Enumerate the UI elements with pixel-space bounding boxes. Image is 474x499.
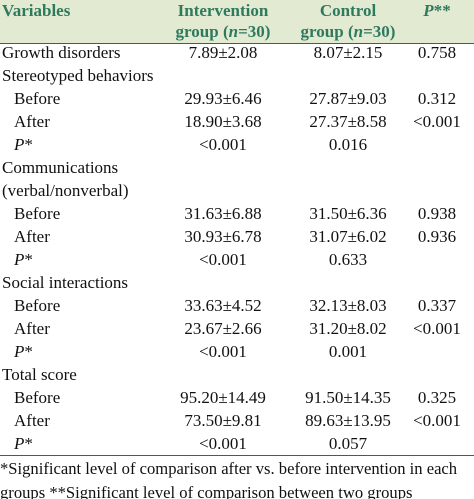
text-run: P bbox=[14, 342, 25, 361]
row-label: P* bbox=[14, 340, 174, 363]
value-cell: 27.87±9.03 bbox=[309, 89, 387, 108]
value-cell: 0.938 bbox=[417, 204, 457, 223]
row-label: Social interactions bbox=[2, 273, 129, 292]
text-run: * bbox=[24, 135, 33, 154]
value-cell: <0.001 bbox=[413, 411, 461, 430]
text-run: group ( bbox=[175, 22, 229, 41]
text-run: ** bbox=[433, 1, 451, 20]
value-cell: 31.50±6.36 bbox=[309, 204, 387, 223]
text-run: P bbox=[423, 1, 434, 20]
value-cell: 0.001 bbox=[328, 342, 368, 361]
header-cell: Variables bbox=[2, 0, 70, 21]
row-label: Before bbox=[14, 388, 61, 407]
text-run: n bbox=[353, 22, 364, 41]
row-label: After bbox=[14, 112, 50, 131]
text-run: * bbox=[24, 250, 33, 269]
value-cell: <0.001 bbox=[199, 250, 247, 269]
value-cell: 31.07±6.02 bbox=[309, 227, 387, 246]
header-cell: Control group (n=30) bbox=[273, 0, 423, 42]
value-cell: 0.057 bbox=[328, 434, 368, 453]
row-label: P* bbox=[14, 133, 174, 156]
value-cell: 31.63±6.88 bbox=[184, 204, 262, 223]
text-run: group ( bbox=[300, 22, 354, 41]
value-cell: 8.07±2.15 bbox=[313, 43, 383, 62]
header-cell: Intervention group (n=30) bbox=[148, 0, 298, 42]
value-cell: 0.758 bbox=[417, 43, 457, 62]
text-run: P bbox=[14, 135, 25, 154]
row-label: Before bbox=[14, 296, 61, 315]
value-cell: 0.337 bbox=[417, 296, 457, 315]
value-cell: 95.20±14.49 bbox=[180, 388, 266, 407]
value-cell: 7.89±2.08 bbox=[188, 43, 258, 62]
value-cell: <0.001 bbox=[413, 319, 461, 338]
value-cell: 0.312 bbox=[417, 89, 457, 108]
text-run: =30) bbox=[238, 22, 271, 41]
header-line: Intervention bbox=[148, 0, 298, 21]
row-label: After bbox=[14, 411, 50, 430]
row-label: Before bbox=[14, 204, 61, 223]
value-cell: 0.633 bbox=[328, 250, 368, 269]
value-cell: 0.016 bbox=[328, 135, 368, 154]
row-label: Communications (verbal/nonverbal) bbox=[2, 158, 129, 200]
value-cell: 0.936 bbox=[417, 227, 457, 246]
value-cell: 91.50±14.35 bbox=[305, 388, 391, 407]
value-cell: <0.001 bbox=[199, 434, 247, 453]
text-run: * bbox=[24, 342, 33, 361]
value-cell: <0.001 bbox=[199, 135, 247, 154]
value-cell: 31.20±8.02 bbox=[309, 319, 387, 338]
text-run: Intervention bbox=[177, 1, 269, 20]
value-cell: 30.93±6.78 bbox=[184, 227, 262, 246]
row-label: Growth disorders bbox=[2, 43, 121, 62]
value-cell: 73.50±9.81 bbox=[184, 411, 262, 430]
row-label: P* bbox=[14, 248, 174, 271]
text-run: n bbox=[228, 22, 239, 41]
value-cell: <0.001 bbox=[413, 112, 461, 131]
text-run: P bbox=[14, 250, 25, 269]
row-label: After bbox=[14, 319, 50, 338]
value-cell: 29.93±6.46 bbox=[184, 89, 262, 108]
header-cell: P** bbox=[412, 0, 462, 21]
row-label: After bbox=[14, 227, 50, 246]
header-line: group (n=30) bbox=[273, 21, 423, 42]
text-run: Variables bbox=[2, 1, 71, 20]
header-line: Control bbox=[273, 0, 423, 21]
value-cell: 27.37±8.58 bbox=[309, 112, 387, 131]
footnote: *Significant level of comparison after v… bbox=[0, 455, 474, 499]
text-run: P bbox=[14, 434, 25, 453]
value-cell: <0.001 bbox=[199, 342, 247, 361]
row-label: Total score bbox=[2, 365, 77, 384]
row-label: P* bbox=[14, 432, 174, 455]
text-run: =30) bbox=[363, 22, 396, 41]
text-run: * bbox=[24, 434, 33, 453]
row-label: Stereotyped behaviors bbox=[2, 66, 154, 85]
value-cell: 32.13±8.03 bbox=[309, 296, 387, 315]
value-cell: 18.90±3.68 bbox=[184, 112, 262, 131]
header-line: group (n=30) bbox=[148, 21, 298, 42]
row-label: Before bbox=[14, 89, 61, 108]
value-cell: 0.325 bbox=[417, 388, 457, 407]
text-run: Control bbox=[319, 1, 377, 20]
value-cell: 23.67±2.66 bbox=[184, 319, 262, 338]
value-cell: 33.63±4.52 bbox=[184, 296, 262, 315]
value-cell: 89.63±13.95 bbox=[305, 411, 391, 430]
table-header: Variables Intervention group (n=30) Control… bbox=[0, 0, 474, 44]
